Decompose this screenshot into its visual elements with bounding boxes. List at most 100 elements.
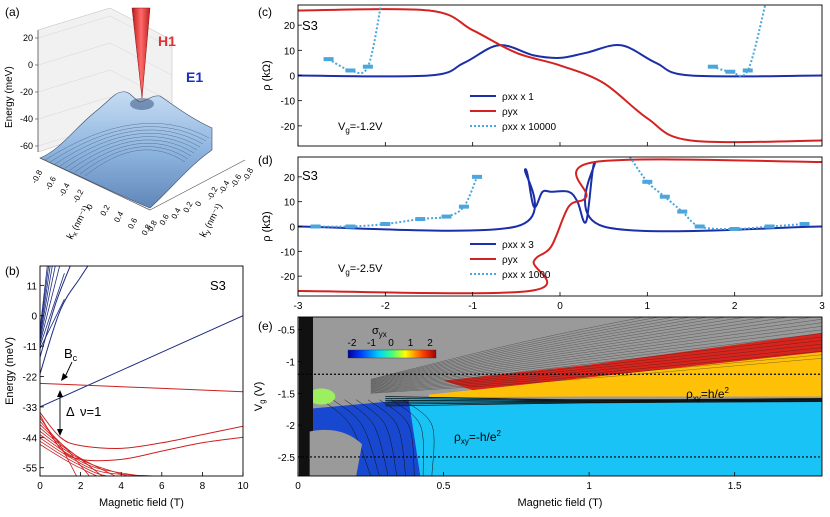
e-map-group	[298, 317, 822, 476]
a-contour-line	[49, 126, 207, 163]
e-contour-mid	[385, 396, 822, 401]
c-dotted-marker	[707, 64, 718, 69]
nu-label: ν=1	[80, 404, 101, 419]
b-level-electron-0	[40, 315, 243, 408]
e-x-tick-label: 0.5	[437, 481, 451, 492]
b-level-hole-fan	[40, 417, 77, 476]
c-y-tick-label: -10	[281, 97, 296, 108]
b-level-electron-fan	[40, 266, 51, 336]
a-kx-tick-label: 0.4	[112, 209, 125, 224]
c-sample-label: S3	[302, 18, 318, 33]
e-x-tick-label: 0	[295, 481, 301, 492]
b-x-tick-label: 2	[78, 481, 84, 492]
b-level-hole-fan	[40, 421, 90, 476]
a-ky-tick-label: 0.8	[146, 218, 159, 233]
d-series-group	[298, 157, 822, 295]
a-z-tick-label: -60	[20, 141, 33, 151]
c-legend-label: ρxx x 1	[502, 92, 534, 103]
e-contour-lower	[367, 399, 406, 476]
d-sample-label: S3	[302, 168, 318, 183]
bc-arrowhead	[61, 373, 68, 381]
b-y-tick-label: -44	[23, 433, 38, 444]
panel-c: (c) 20 10 0 -10 -20 ρ (kΩ) S3 Vg=-1.2V ρxx x …	[258, 4, 823, 147]
b-level-hole-fan	[40, 427, 116, 476]
c-y-tick-label: 10	[284, 46, 296, 57]
delta-label: Δ	[66, 404, 75, 419]
e-frame	[297, 316, 823, 477]
d-x-tick-label: -2	[381, 301, 390, 312]
b-y-tick-label: -33	[23, 403, 38, 414]
d-legend-label: ρxx x 1000	[502, 270, 551, 281]
bc-label: Bc	[64, 346, 78, 363]
a-contour-line	[84, 149, 186, 177]
e-contour-upper	[370, 317, 790, 385]
e-contour-lower	[402, 399, 435, 476]
e-contour-lower	[344, 399, 389, 476]
b-level-hole-5	[40, 414, 243, 462]
a-kx-tick-label: 0.6	[126, 216, 139, 231]
panel-e-label: (e)	[258, 319, 273, 333]
d-dotted-marker	[677, 209, 688, 214]
e1-dip	[130, 98, 154, 110]
c-y-tick-label: -20	[281, 122, 296, 133]
a-kx-tick-label: 0.2	[99, 203, 112, 218]
a-kx-tick-label: -0.2	[71, 188, 86, 205]
a-wall-gridline	[37, 69, 111, 93]
e-contour-lower	[332, 399, 380, 476]
e-region-green	[307, 388, 336, 405]
b-y-tick-label: 11	[27, 281, 38, 292]
panel-c-label: (c)	[258, 5, 272, 19]
e-contour-upper	[370, 317, 660, 381]
e-contour-upper	[370, 347, 822, 392]
rho-neg-label: ρxy=-h/e2	[454, 429, 502, 446]
e-contour-mid	[385, 401, 822, 407]
a-ky-tick-label: 0.6	[158, 212, 171, 227]
e-contour-upper	[370, 336, 822, 390]
e-left-strip	[299, 317, 313, 476]
c-dotted-marker	[345, 68, 356, 73]
b-x-tick-label: 6	[159, 481, 165, 492]
e-contour-mid	[385, 400, 822, 405]
a-ky-tick-label: 0.4	[170, 206, 183, 221]
b-level-electron-2	[40, 266, 71, 358]
b-level-electron-fan	[40, 266, 49, 333]
b-x-tick-label: 10	[237, 481, 249, 492]
d-dotted-marker	[472, 174, 483, 179]
e-contour-upper	[370, 317, 728, 383]
a-kx-tick-label: -0.4	[57, 181, 72, 198]
e-y-tick-label: -1.5	[278, 389, 296, 400]
c-y-tick-label: 20	[284, 21, 296, 32]
a-z-tick-label: 0	[28, 60, 33, 70]
d-y-tick-label: 10	[284, 198, 296, 209]
a-wall-gridline	[37, 15, 111, 39]
b-level-hole-4	[40, 412, 243, 449]
a-kx-tick-label: -0.6	[44, 175, 59, 192]
d-legend-label: ρxx x 3	[502, 240, 534, 251]
d-series-2-b	[629, 157, 805, 231]
d-dotted-marker	[345, 224, 356, 229]
e-contour-lower	[356, 399, 398, 476]
c-legend: ρxx x 1 ρyx ρxx x 10000	[470, 92, 556, 133]
a-wall-gridline	[37, 42, 111, 66]
b-x-tick-label: 0	[37, 481, 43, 492]
b-level-hole-fan	[40, 424, 103, 476]
a-contour-line	[54, 129, 204, 165]
b-level-electron-fan	[40, 266, 61, 344]
c-dotted-marker	[362, 64, 373, 69]
b-frame	[39, 265, 244, 477]
a-contour-line	[74, 142, 192, 173]
c-series-0	[298, 44, 822, 78]
e-contour-upper	[370, 319, 822, 387]
e-gray-notch	[309, 429, 363, 476]
d-series-1	[298, 158, 822, 295]
e-contour-upper	[370, 333, 822, 389]
a-z-tick-label: 20	[23, 33, 33, 43]
e-contour-upper	[370, 326, 822, 388]
a-contour-line	[69, 139, 195, 171]
e-y-tick-label: -0.5	[278, 326, 296, 337]
d-series-2	[315, 176, 478, 228]
d-y-tick-label: -10	[281, 247, 296, 258]
panel-a-label: (a)	[5, 5, 20, 19]
